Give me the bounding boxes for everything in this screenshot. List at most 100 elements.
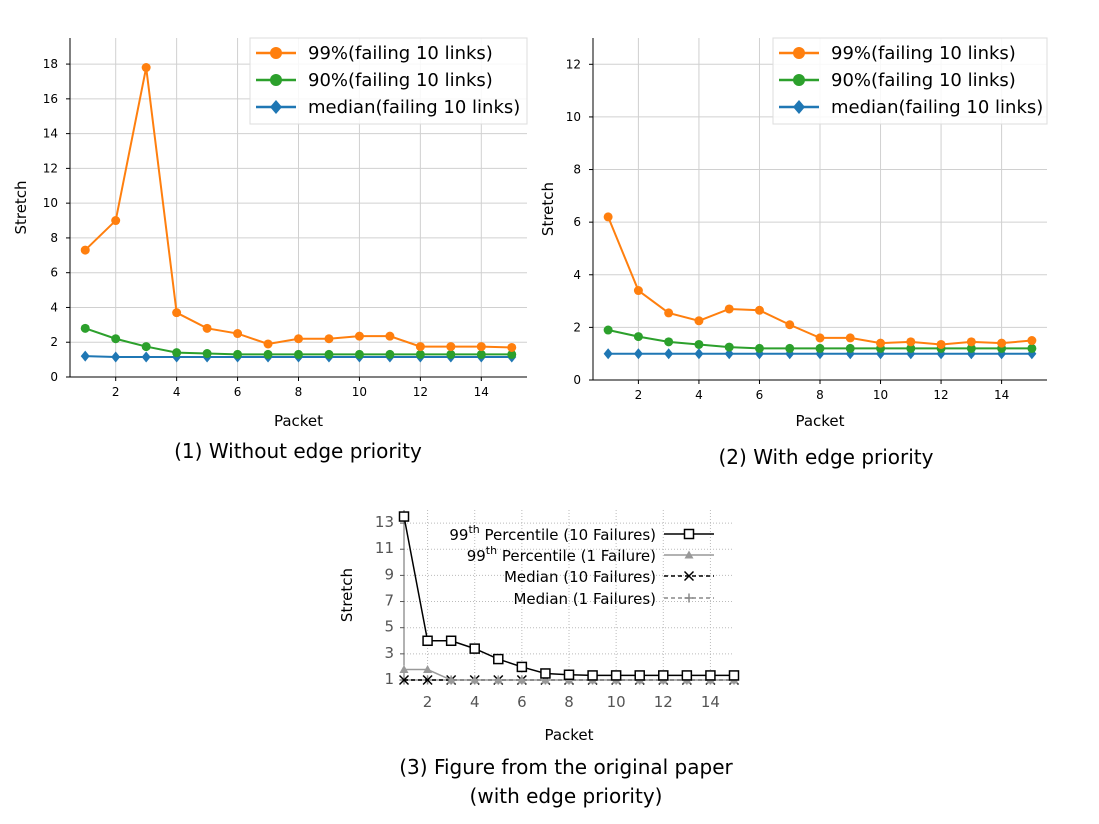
data-point <box>294 349 303 359</box>
data-point <box>423 665 433 674</box>
y-tick-label: 14 <box>43 127 58 141</box>
x-tick-label: 8 <box>816 388 824 402</box>
data-point <box>603 212 613 222</box>
data-point <box>633 286 643 296</box>
legend-marker <box>270 100 282 114</box>
legend-label: 99th Percentile (10 Failures) <box>449 523 656 544</box>
data-point <box>724 342 734 352</box>
legend-label: 90%(failing 10 links) <box>308 70 493 91</box>
data-point <box>446 349 456 359</box>
y-tick-label: 9 <box>384 565 394 583</box>
y-tick-label: 16 <box>43 92 58 106</box>
data-point <box>172 348 182 358</box>
data-point <box>966 343 976 353</box>
legend-marker <box>683 528 695 540</box>
chart-2: 2 4 6 8 10 12 14 0 2 4 6 8 10 12 Packet Stretch 99%(fail… <box>539 37 1048 430</box>
data-point <box>172 308 182 318</box>
y-tick-label: 1 <box>384 670 394 688</box>
legend-box <box>249 37 528 125</box>
data-point <box>422 674 433 686</box>
data-point <box>80 323 90 333</box>
y-tick-label: 2 <box>573 320 581 334</box>
caption-chart-3-line-1: (3) Figure from the original paper <box>399 755 733 779</box>
data-point <box>694 348 704 360</box>
legend-marker <box>683 570 695 582</box>
y-tick-label: 2 <box>50 335 58 349</box>
data-point <box>111 351 121 363</box>
data-point <box>415 342 425 352</box>
legend: 99%(failing 10 links) 90%(failing 10 link… <box>772 37 1048 125</box>
x-tick-label: 10 <box>607 693 626 711</box>
data-point <box>724 304 734 314</box>
data-point <box>399 665 409 674</box>
x-tick-label: 8 <box>295 385 303 399</box>
x-tick-label: 2 <box>112 385 120 399</box>
data-point <box>658 670 669 681</box>
x-tick-label: 12 <box>654 693 673 711</box>
data-point <box>540 675 550 684</box>
data-point <box>633 348 643 360</box>
legend-label: median(failing 10 links) <box>308 97 520 118</box>
data-point <box>445 635 457 647</box>
y-tick-label: 12 <box>566 57 581 71</box>
data-point <box>845 343 855 353</box>
data-point <box>906 343 916 353</box>
data-point <box>233 329 243 339</box>
data-point <box>422 635 433 647</box>
data-point <box>385 331 395 341</box>
data-point <box>694 316 704 326</box>
data-point <box>633 332 643 342</box>
data-point <box>754 305 764 315</box>
data-point <box>476 349 486 359</box>
data-point <box>202 349 212 359</box>
legend-label: Median (10 Failures) <box>504 568 656 586</box>
data-point <box>664 308 674 318</box>
data-point <box>785 343 795 353</box>
y-tick-label: 13 <box>375 513 394 531</box>
data-point <box>470 675 480 684</box>
data-point <box>141 63 151 73</box>
x-tick-label: 2 <box>635 388 643 402</box>
series-1 <box>398 511 740 681</box>
chart-1: 2 4 6 8 10 12 14 0 2 4 6 8 10 12 14 16 18 Packet Stretch 99… <box>12 37 528 430</box>
data-point <box>233 349 243 359</box>
data-point <box>516 661 528 673</box>
y-tick-label: 6 <box>50 266 58 280</box>
data-point <box>202 323 212 333</box>
caption-chart-3-line-2: (with edge priority) <box>469 784 663 808</box>
x-tick-label: 6 <box>756 388 764 402</box>
y-tick-label: 0 <box>50 370 58 384</box>
x-tick-label: 14 <box>994 388 1009 402</box>
data-point <box>681 670 693 681</box>
data-point <box>354 331 364 341</box>
y-axis-label: Stretch <box>539 182 557 236</box>
series-1 <box>80 63 517 352</box>
data-point <box>507 342 517 352</box>
y-tick-label: 11 <box>375 539 394 557</box>
data-point <box>728 670 740 681</box>
x-tick-label: 6 <box>517 693 527 711</box>
data-point <box>1027 336 1037 346</box>
series-2 <box>80 323 517 359</box>
data-point <box>517 675 527 684</box>
data-point <box>966 337 976 347</box>
data-point <box>385 349 395 359</box>
data-point <box>906 337 916 347</box>
legend-label: 99th Percentile (1 Failure) <box>467 544 656 565</box>
data-point <box>705 670 716 681</box>
data-point <box>469 643 480 654</box>
data-point <box>80 245 90 255</box>
data-point <box>476 342 486 352</box>
data-point <box>936 339 946 349</box>
data-point <box>587 670 598 681</box>
x-tick-label: 4 <box>173 385 181 399</box>
x-tick-label: 8 <box>564 693 574 711</box>
x-tick-label: 2 <box>423 693 433 711</box>
data-point <box>446 675 456 684</box>
caption-chart-2: (2) With edge priority <box>718 445 934 469</box>
data-point <box>634 670 645 681</box>
legend-label: 90%(failing 10 links) <box>831 70 1016 91</box>
legend-marker <box>270 74 282 86</box>
legend-marker <box>793 100 805 114</box>
x-tick-label: 6 <box>234 385 242 399</box>
